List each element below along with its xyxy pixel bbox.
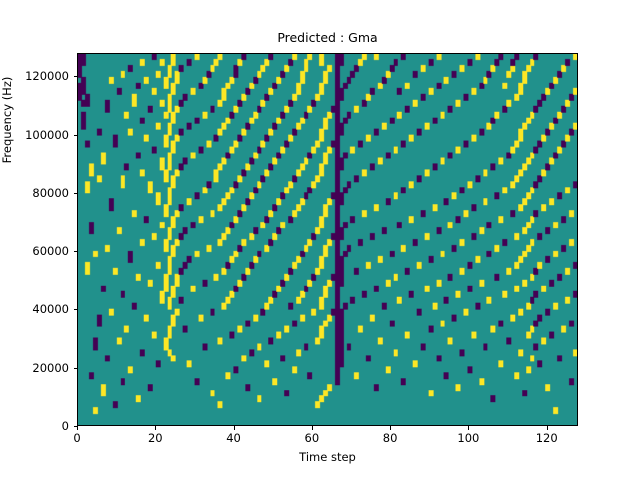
x-tick-label: 120	[535, 431, 558, 445]
heatmap-axes	[77, 53, 578, 426]
x-tick-label: 100	[457, 431, 480, 445]
y-axis-label: Frequency (Hz)	[0, 76, 14, 163]
x-axis-label: Time step	[299, 450, 356, 464]
chart-title: Predicted : Gma	[277, 30, 378, 45]
x-tick-label: 60	[304, 431, 320, 445]
y-tick-label: 40000	[32, 302, 69, 317]
x-tick-mark	[468, 426, 470, 430]
y-tick-label: 20000	[32, 360, 69, 375]
y-tick-mark	[73, 76, 77, 78]
x-tick-mark	[155, 426, 157, 430]
y-tick-mark	[73, 367, 77, 369]
y-tick-label: 100000	[25, 127, 69, 142]
x-tick-mark	[311, 426, 313, 430]
x-tick-mark	[390, 426, 392, 430]
x-tick-label: 0	[73, 431, 81, 445]
y-tick-mark	[73, 251, 77, 253]
y-tick-label: 120000	[25, 69, 69, 84]
x-tick-mark	[546, 426, 548, 430]
y-tick-mark	[73, 426, 77, 427]
x-tick-label: 80	[382, 431, 398, 445]
y-tick-mark	[73, 309, 77, 311]
x-tick-label: 40	[226, 431, 241, 445]
y-tick-label: 80000	[32, 185, 69, 200]
x-tick-label: 20	[147, 431, 163, 445]
y-tick-label: 60000	[32, 244, 69, 259]
y-tick-mark	[73, 134, 77, 136]
y-tick-mark	[73, 192, 77, 194]
x-tick-mark	[233, 426, 235, 430]
heatmap-image	[78, 54, 577, 425]
y-tick-label: 0	[61, 419, 69, 433]
x-tick-mark	[77, 426, 78, 430]
